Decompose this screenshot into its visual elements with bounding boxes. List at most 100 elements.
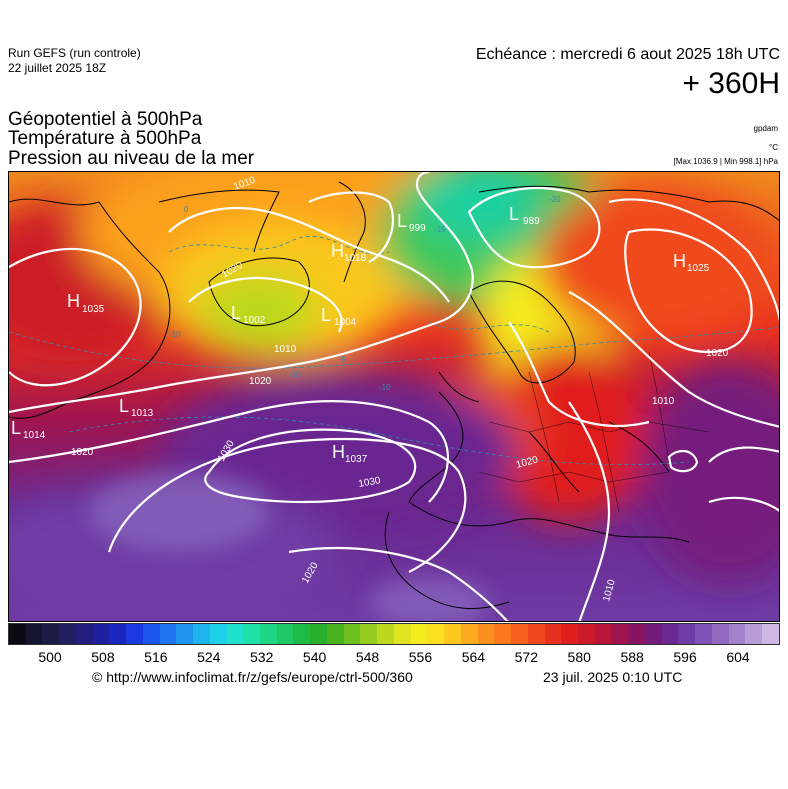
temp-label: -5 [339, 355, 347, 364]
scale-swatch [594, 624, 612, 644]
scale-swatch [695, 624, 712, 644]
temp-label: 0 [184, 205, 189, 214]
temp-label: -10 [379, 383, 391, 392]
scale-swatch [661, 624, 679, 644]
center-value: 1002 [243, 315, 266, 326]
scale-swatch [109, 624, 127, 644]
param-temperature: Température à 500hPa [8, 128, 202, 149]
temperature-field [9, 172, 779, 621]
scale-swatch [226, 624, 244, 644]
unit-geopotential: gpdam [753, 124, 778, 133]
center-letter: L [397, 211, 407, 231]
weather-map: H 1035 L 1014 L 1013 L 1002 H 1018 L 100… [8, 171, 780, 622]
scale-swatch [527, 624, 545, 644]
isobar-label: 1010 [652, 396, 675, 407]
scale-tick-label: 540 [302, 649, 327, 665]
isobars [9, 172, 779, 621]
scale-swatch [561, 624, 578, 644]
scale-swatch [9, 624, 26, 644]
temp-label: -15 [434, 225, 446, 234]
scale-tick-label: 532 [250, 649, 274, 665]
isobar-label: 1010 [274, 344, 297, 355]
pressure-centers: H 1035 L 1014 L 1013 L 1002 H 1018 L 100… [11, 204, 710, 465]
color-scale [8, 623, 780, 645]
scale-tick-label: 572 [514, 649, 538, 665]
scale-tick-label: 508 [91, 649, 115, 665]
isobar-label: 1020 [71, 447, 94, 458]
source-credit: © http://www.infoclimat.fr/z/gefs/europe… [92, 669, 413, 685]
scale-swatch [728, 624, 746, 644]
unit-pressure: [Max 1036.9 | Min 998.1] hPa [673, 157, 778, 166]
scale-swatch [209, 624, 227, 644]
center-value: 1037 [345, 454, 368, 465]
scale-swatch [92, 624, 110, 644]
scale-swatch [260, 624, 277, 644]
param-pressure: Pression au niveau de la mer [8, 148, 255, 169]
scale-tick-label: 556 [408, 649, 433, 665]
scale-swatch [460, 624, 478, 644]
scale-swatch [276, 624, 294, 644]
scale-ticks: 500 508 516 524 532 540 548 556 564 572 580 588 596 6… [8, 649, 780, 667]
temperature-isolines [9, 236, 779, 466]
scale-swatch [628, 624, 645, 644]
center-value: 1018 [344, 253, 367, 264]
center-letter: L [321, 305, 331, 325]
center-value: 1035 [82, 304, 105, 315]
scale-tick-label: 516 [144, 649, 168, 665]
scale-swatch [511, 624, 528, 644]
scale-swatch [427, 624, 445, 644]
scale-swatch [544, 624, 562, 644]
param-geopotential: Géopotentiel à 500hPa [8, 109, 203, 130]
lead-time: + 360H [682, 67, 780, 100]
scale-swatch [142, 624, 160, 644]
center-value: 1013 [131, 408, 154, 419]
scale-tick-label: 580 [567, 649, 591, 665]
scale-swatch [126, 624, 143, 644]
scale-tick-label: 500 [38, 649, 62, 665]
borders [478, 351, 710, 513]
center-value: 1014 [23, 430, 46, 441]
center-letter: L [231, 303, 241, 323]
scale-swatch [159, 624, 177, 644]
isobar-label: 1030 [358, 475, 382, 490]
center-value: 1025 [687, 263, 710, 274]
center-value: 1004 [334, 317, 357, 328]
scale-swatch [762, 624, 779, 644]
scale-tick-label: 524 [197, 649, 221, 665]
scale-swatch [444, 624, 461, 644]
scale-swatch [293, 624, 311, 644]
generation-time: 23 juil. 2025 0:10 UTC [543, 669, 683, 685]
scale-swatch [393, 624, 411, 644]
scale-swatch [644, 624, 662, 644]
scale-swatch [377, 624, 394, 644]
scale-swatch [745, 624, 763, 644]
temperature-labels: 0 -10 -10 -10 -5 -15 -20 [169, 195, 561, 392]
forecast-time: Echéance : mercredi 6 aout 2025 18h UTC [475, 46, 780, 63]
scale-swatch [42, 624, 60, 644]
isobar-labels: 1010 1020 1030 1020 1010 1020 1010 1020 … [71, 175, 729, 603]
scale-tick-label: 564 [461, 649, 486, 665]
center-letter: L [11, 418, 21, 438]
center-letter: L [119, 396, 129, 416]
scale-swatch [59, 624, 76, 644]
scale-tick-label: 604 [726, 649, 750, 665]
scale-swatch [711, 624, 729, 644]
scale-swatch [611, 624, 629, 644]
center-value: 989 [523, 216, 540, 227]
map-svg: H 1035 L 1014 L 1013 L 1002 H 1018 L 100… [9, 172, 779, 621]
scale-tick-label: 596 [673, 649, 697, 665]
scale-swatch [678, 624, 696, 644]
run-title: Run GEFS (run controle) [8, 46, 141, 60]
center-letter: H [331, 241, 344, 261]
unit-temperature: °C [769, 143, 778, 152]
scale-swatch [360, 624, 378, 644]
scale-swatch [243, 624, 261, 644]
isobar-label: 1020 [249, 376, 272, 387]
scale-swatch [343, 624, 361, 644]
scale-swatch [25, 624, 43, 644]
isobar-label: 1020 [706, 348, 729, 359]
temp-label: -10 [169, 330, 181, 339]
center-letter: H [332, 442, 345, 462]
scale-swatch [410, 624, 428, 644]
temp-label: -10 [289, 370, 301, 379]
